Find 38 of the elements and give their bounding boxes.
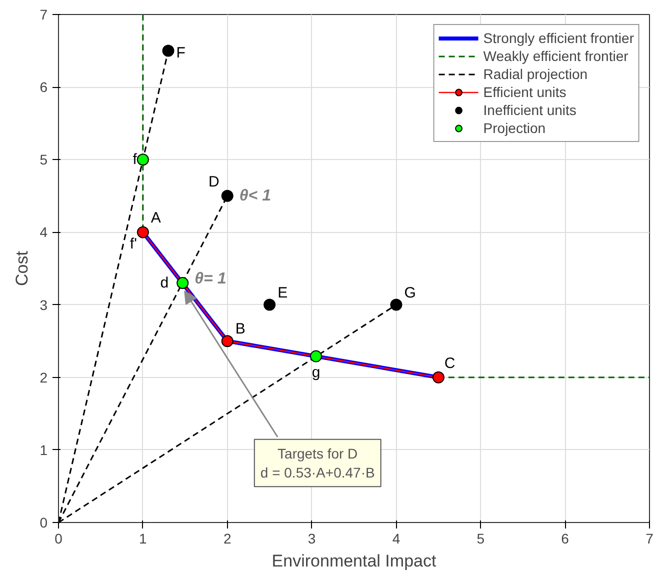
annotation: f'	[130, 236, 138, 253]
annotation: A	[150, 210, 161, 227]
x-tick-label: 5	[476, 530, 485, 546]
annotation: θ< 1	[239, 187, 272, 204]
annotation: F	[176, 44, 186, 62]
y-tick-label: 7	[40, 6, 48, 22]
y-axis-title: Cost	[12, 250, 32, 286]
annotation: B	[235, 320, 246, 338]
x-tick-label: 6	[561, 530, 570, 546]
y-tick-label: 1	[40, 442, 48, 458]
annotation: d	[160, 274, 169, 292]
annotation: Targets for D d = 0.53·A+0.47·B	[260, 445, 375, 481]
y-tick-label: 3	[40, 296, 48, 313]
annotation: E	[278, 284, 288, 302]
annotation: G	[404, 284, 416, 302]
annotation: f	[132, 151, 138, 168]
annotation: θ= 1	[194, 270, 226, 288]
x-axis-title: Environmental Impact	[272, 552, 436, 570]
legend-label: Strongly efficient frontier	[483, 29, 634, 47]
y-tick-label: 4	[40, 224, 48, 240]
y-tick-label: 2	[40, 369, 48, 386]
legend-label: Weakly efficient frontier	[483, 47, 628, 65]
y-tick-label: 5	[40, 152, 48, 168]
annotation: g	[312, 364, 320, 381]
x-tick-label: 7	[646, 530, 654, 546]
legend-label: Radial projection	[483, 65, 588, 83]
y-tick-label: 6	[40, 79, 48, 96]
y-tick-label: 0	[40, 514, 48, 530]
x-tick-label: 3	[308, 530, 316, 546]
legend-label: Inefficient units	[483, 101, 576, 119]
x-tick-label: 1	[139, 530, 148, 546]
legend-label: Efficient units	[483, 83, 566, 101]
annotation: C	[444, 354, 456, 372]
x-tick-label: 0	[54, 530, 63, 546]
x-tick-label: 4	[392, 530, 400, 546]
x-tick-label: 2	[223, 530, 232, 546]
annotation: D	[208, 173, 220, 190]
legend-label: Projection	[483, 119, 546, 137]
